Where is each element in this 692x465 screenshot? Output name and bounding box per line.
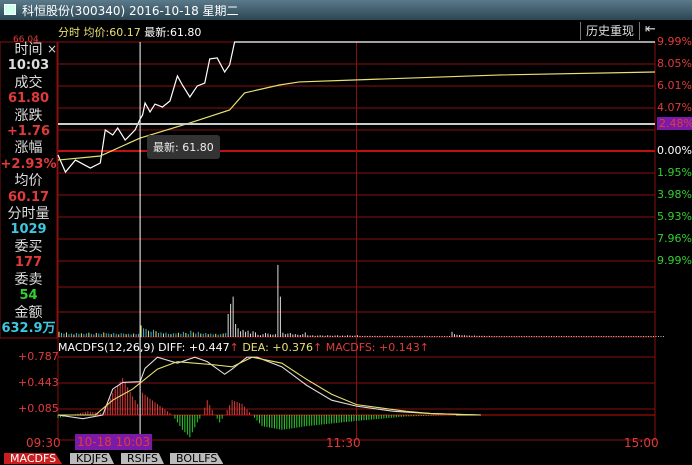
- diff-value: DIFF: +0.447: [158, 341, 230, 354]
- window-title: 科恒股份(300340) 2016-10-18 星期二: [22, 4, 239, 18]
- diff-arrow-icon: ↑: [229, 341, 239, 354]
- avg-value: 60.17: [109, 26, 141, 39]
- macd-tick-2: +0.085: [18, 402, 59, 415]
- avg-label: 均价:: [83, 26, 110, 39]
- pct-tick: 6.01%: [657, 79, 692, 92]
- pct-tick: 8.05%: [657, 57, 692, 70]
- info-value: +1.76: [7, 124, 50, 140]
- close-info-icon[interactable]: ×: [47, 42, 58, 56]
- macd-arrow-icon: ↑: [419, 341, 429, 354]
- info-border: [0, 41, 58, 339]
- info-value: 61.80: [7, 91, 50, 107]
- macd-header: MACDFS(12,26,9) DIFF: +0.447↑ DEA: +0.37…: [58, 341, 429, 354]
- app-icon: [4, 4, 16, 15]
- price-line: [57, 41, 655, 174]
- info-label: 金额: [14, 304, 43, 321]
- time-cursor-label: 10-18 10:03: [75, 434, 153, 450]
- time-tick-start: 09:30: [26, 436, 61, 450]
- info-value: 1029: [10, 222, 47, 238]
- info-label: 分时量: [7, 206, 50, 223]
- info-panel: 时间 10:03 成交 61.80 涨跌 +1.76 涨幅 +2.93% 均价 60.17 分时量 1…: [0, 42, 57, 337]
- info-value: 632.9万: [1, 320, 56, 336]
- tab-kdjfs[interactable]: KDJFS: [70, 453, 115, 464]
- macd-tick-1: +0.443: [18, 376, 59, 389]
- info-value: 60.17: [7, 189, 50, 205]
- info-label: 委卖: [14, 271, 43, 288]
- info-label: 时间: [14, 42, 43, 58]
- mode-label: 分时: [58, 26, 80, 39]
- tab-bollfs[interactable]: BOLLFS: [170, 453, 224, 464]
- window-titlebar: 科恒股份(300340) 2016-10-18 星期二: [0, 0, 692, 20]
- tab-macdfs[interactable]: MACDFS: [4, 453, 63, 464]
- info-label: 均价: [14, 173, 43, 190]
- time-tick-midday: 11:30: [326, 436, 361, 450]
- chart-header: 分时 均价:60.17 最新:61.80: [58, 24, 201, 40]
- info-label: 成交: [14, 74, 43, 91]
- info-label: 涨幅: [14, 140, 43, 157]
- macd-tick-0: +0.787: [18, 350, 59, 363]
- last-label: 最新:: [144, 26, 170, 39]
- dea-line: [58, 356, 481, 416]
- dea-arrow-icon: ↑: [313, 341, 323, 354]
- price-tooltip: 最新: 61.80: [147, 135, 220, 159]
- pct-tick: 4.07%: [657, 101, 692, 114]
- diff-line: [57, 356, 481, 420]
- pct-tick: 9.99%: [657, 35, 692, 48]
- info-value: 10:03: [7, 58, 50, 74]
- info-value: 54: [19, 288, 38, 304]
- pct-tick: 0.00%: [657, 144, 692, 157]
- info-value: 177: [14, 255, 43, 271]
- pct-tick: 5.93%: [657, 210, 692, 223]
- top-price-label: 66.04: [13, 35, 39, 45]
- macd-title: MACDFS(12,26,9): [58, 341, 155, 354]
- info-label: 涨跌: [14, 107, 43, 124]
- pct-tick: 1.95%: [657, 166, 692, 179]
- info-label: 委买: [14, 238, 43, 255]
- pct-tick: 3.98%: [657, 188, 692, 201]
- macd-value: MACDFS: +0.143: [325, 341, 420, 354]
- pct-tick: 2.48%: [657, 117, 692, 130]
- collapse-panel-icon[interactable]: ⇤: [645, 22, 656, 37]
- last-value: 61.80: [169, 26, 202, 39]
- pct-tick: 7.96%: [657, 232, 692, 245]
- avg-price-line: [57, 71, 656, 161]
- dea-value: DEA: +0.376: [242, 341, 313, 354]
- time-tick-end: 15:00: [624, 436, 659, 450]
- pct-tick: 9.99%: [657, 254, 692, 267]
- tab-rsifs[interactable]: RSIFS: [121, 453, 164, 464]
- history-replay-button[interactable]: 历史重现: [580, 22, 640, 40]
- info-value: +2.93%: [0, 156, 57, 172]
